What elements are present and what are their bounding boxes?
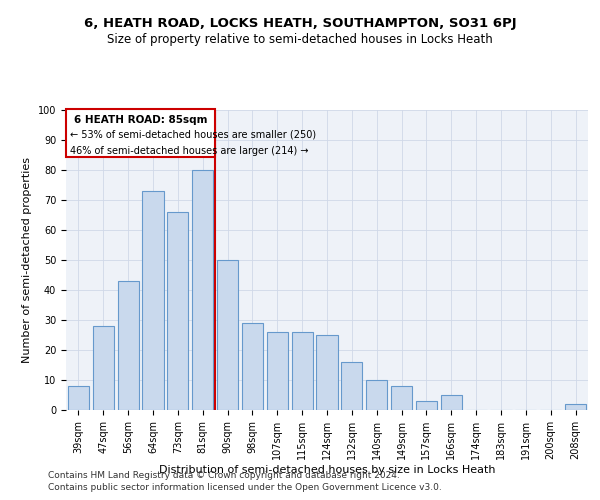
Bar	[267, 332, 288, 410]
Bar	[565, 404, 586, 410]
Text: Contains public sector information licensed under the Open Government Licence v3: Contains public sector information licen…	[48, 484, 442, 492]
Text: 6, HEATH ROAD, LOCKS HEATH, SOUTHAMPTON, SO31 6PJ: 6, HEATH ROAD, LOCKS HEATH, SOUTHAMPTON,…	[83, 18, 517, 30]
X-axis label: Distribution of semi-detached houses by size in Locks Heath: Distribution of semi-detached houses by …	[159, 464, 495, 474]
Bar	[366, 380, 387, 410]
Text: 6 HEATH ROAD: 85sqm: 6 HEATH ROAD: 85sqm	[74, 115, 208, 125]
Bar	[292, 332, 313, 410]
Bar	[142, 191, 164, 410]
Bar	[341, 362, 362, 410]
Bar	[67, 108, 215, 156]
Bar	[242, 323, 263, 410]
Y-axis label: Number of semi-detached properties: Number of semi-detached properties	[22, 157, 32, 363]
Bar	[192, 170, 213, 410]
Text: Size of property relative to semi-detached houses in Locks Heath: Size of property relative to semi-detach…	[107, 32, 493, 46]
Bar	[316, 335, 338, 410]
Bar	[416, 401, 437, 410]
Text: Contains HM Land Registry data © Crown copyright and database right 2024.: Contains HM Land Registry data © Crown c…	[48, 471, 400, 480]
Text: ← 53% of semi-detached houses are smaller (250): ← 53% of semi-detached houses are smalle…	[70, 130, 316, 140]
Bar	[68, 386, 89, 410]
Bar	[167, 212, 188, 410]
Text: 46% of semi-detached houses are larger (214) →: 46% of semi-detached houses are larger (…	[70, 146, 309, 156]
Bar	[391, 386, 412, 410]
Bar	[217, 260, 238, 410]
Bar	[93, 326, 114, 410]
Bar	[441, 395, 462, 410]
Bar	[118, 281, 139, 410]
